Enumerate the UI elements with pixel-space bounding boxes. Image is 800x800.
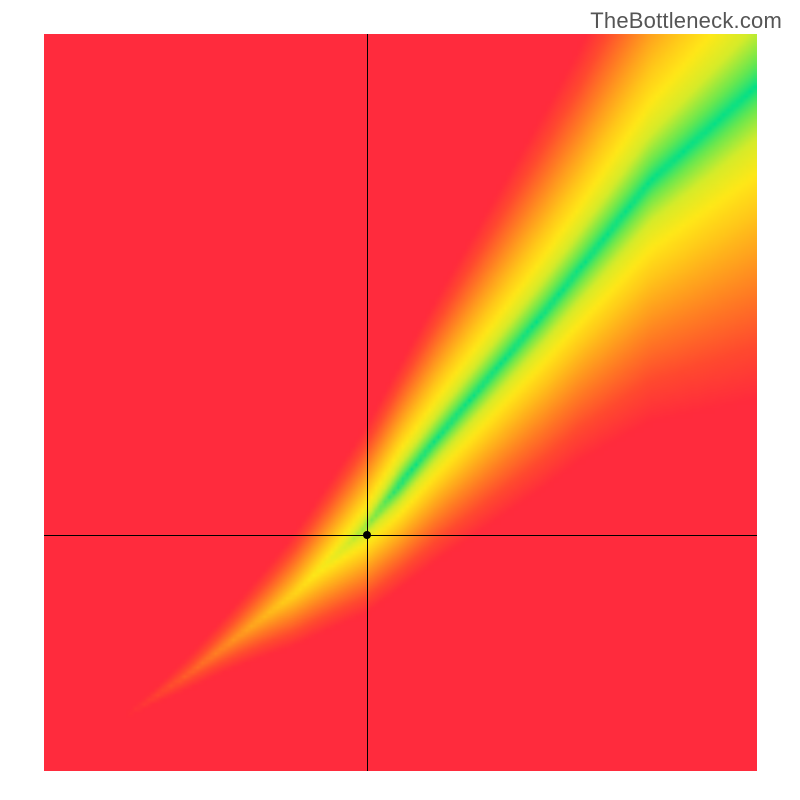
heatmap-canvas bbox=[44, 34, 757, 771]
marker-dot bbox=[363, 531, 371, 539]
watermark-text: TheBottleneck.com bbox=[590, 8, 782, 34]
crosshair-horizontal bbox=[44, 535, 757, 536]
crosshair-vertical bbox=[367, 34, 368, 771]
plot-area bbox=[44, 34, 757, 771]
chart-container: TheBottleneck.com bbox=[0, 0, 800, 800]
